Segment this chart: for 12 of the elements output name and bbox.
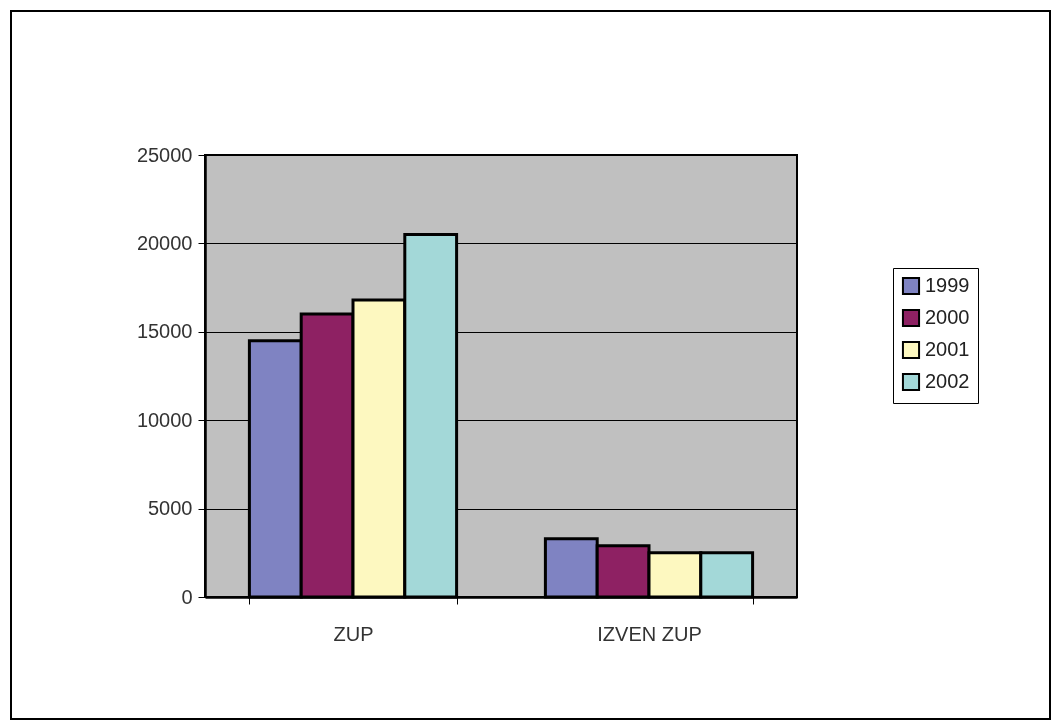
y-tick-label: 15000 bbox=[136, 320, 193, 343]
x-tick-label: ZUP bbox=[333, 622, 374, 645]
x-tick-label: IZVEN ZUP bbox=[597, 622, 702, 645]
y-tick-label: 25000 bbox=[136, 143, 193, 166]
legend-label: 2002 bbox=[925, 370, 970, 392]
legend-label: 1999 bbox=[925, 274, 970, 296]
y-tick-label: 20000 bbox=[136, 231, 193, 254]
y-tick-label: 10000 bbox=[136, 408, 193, 431]
y-tick-label: 5000 bbox=[148, 497, 193, 520]
y-tick-label: 0 bbox=[181, 585, 193, 608]
legend-label: 2001 bbox=[925, 338, 970, 360]
legend-label: 2000 bbox=[925, 306, 970, 328]
